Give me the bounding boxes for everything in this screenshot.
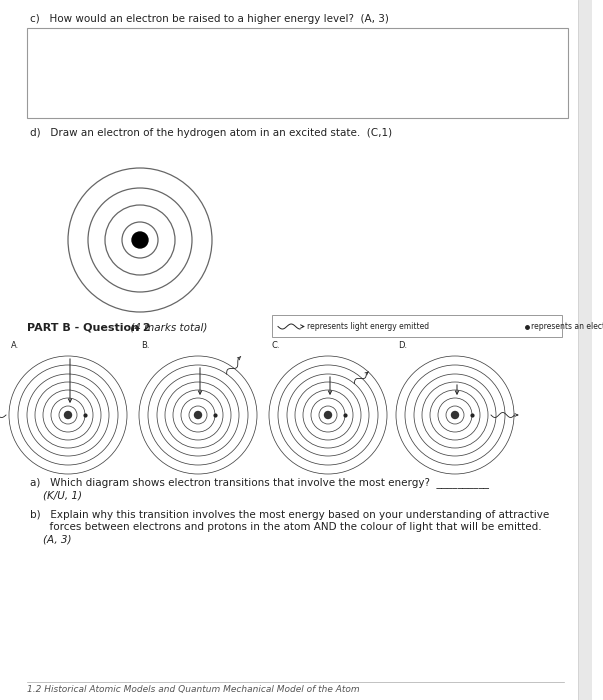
Text: (K/U, 1): (K/U, 1) (43, 490, 82, 500)
Circle shape (132, 232, 148, 248)
Text: (4 marks total): (4 marks total) (127, 322, 207, 332)
Text: (A, 3): (A, 3) (43, 535, 72, 545)
Circle shape (324, 412, 332, 419)
Text: 1.2 Historical Atomic Models and Quantum Mechanical Model of the Atom: 1.2 Historical Atomic Models and Quantum… (27, 685, 359, 694)
Bar (27, 28, 568, 118)
Text: C.: C. (271, 341, 280, 350)
Text: PART B - Question 2: PART B - Question 2 (27, 322, 151, 332)
Text: represents light energy emitted: represents light energy emitted (307, 322, 429, 331)
Bar (272, 315, 562, 337)
Circle shape (452, 412, 458, 419)
Text: a)   Which diagram shows electron transitions that involve the most energy?  ___: a) Which diagram shows electron transiti… (30, 477, 489, 488)
Bar (578, 0, 592, 700)
Text: represents an electron: represents an electron (531, 322, 603, 331)
Circle shape (65, 412, 72, 419)
Text: forces between electrons and protons in the atom AND the colour of light that wi: forces between electrons and protons in … (30, 522, 541, 532)
Circle shape (195, 412, 201, 419)
Text: c)   How would an electron be raised to a higher energy level?  (A, 3): c) How would an electron be raised to a … (30, 14, 389, 24)
Text: d)   Draw an electron of the hydrogen atom in an excited state.  (C,1): d) Draw an electron of the hydrogen atom… (30, 128, 392, 138)
Text: A.: A. (11, 341, 19, 350)
Text: B.: B. (141, 341, 150, 350)
Text: D.: D. (398, 341, 407, 350)
Text: b)   Explain why this transition involves the most energy based on your understa: b) Explain why this transition involves … (30, 510, 549, 520)
